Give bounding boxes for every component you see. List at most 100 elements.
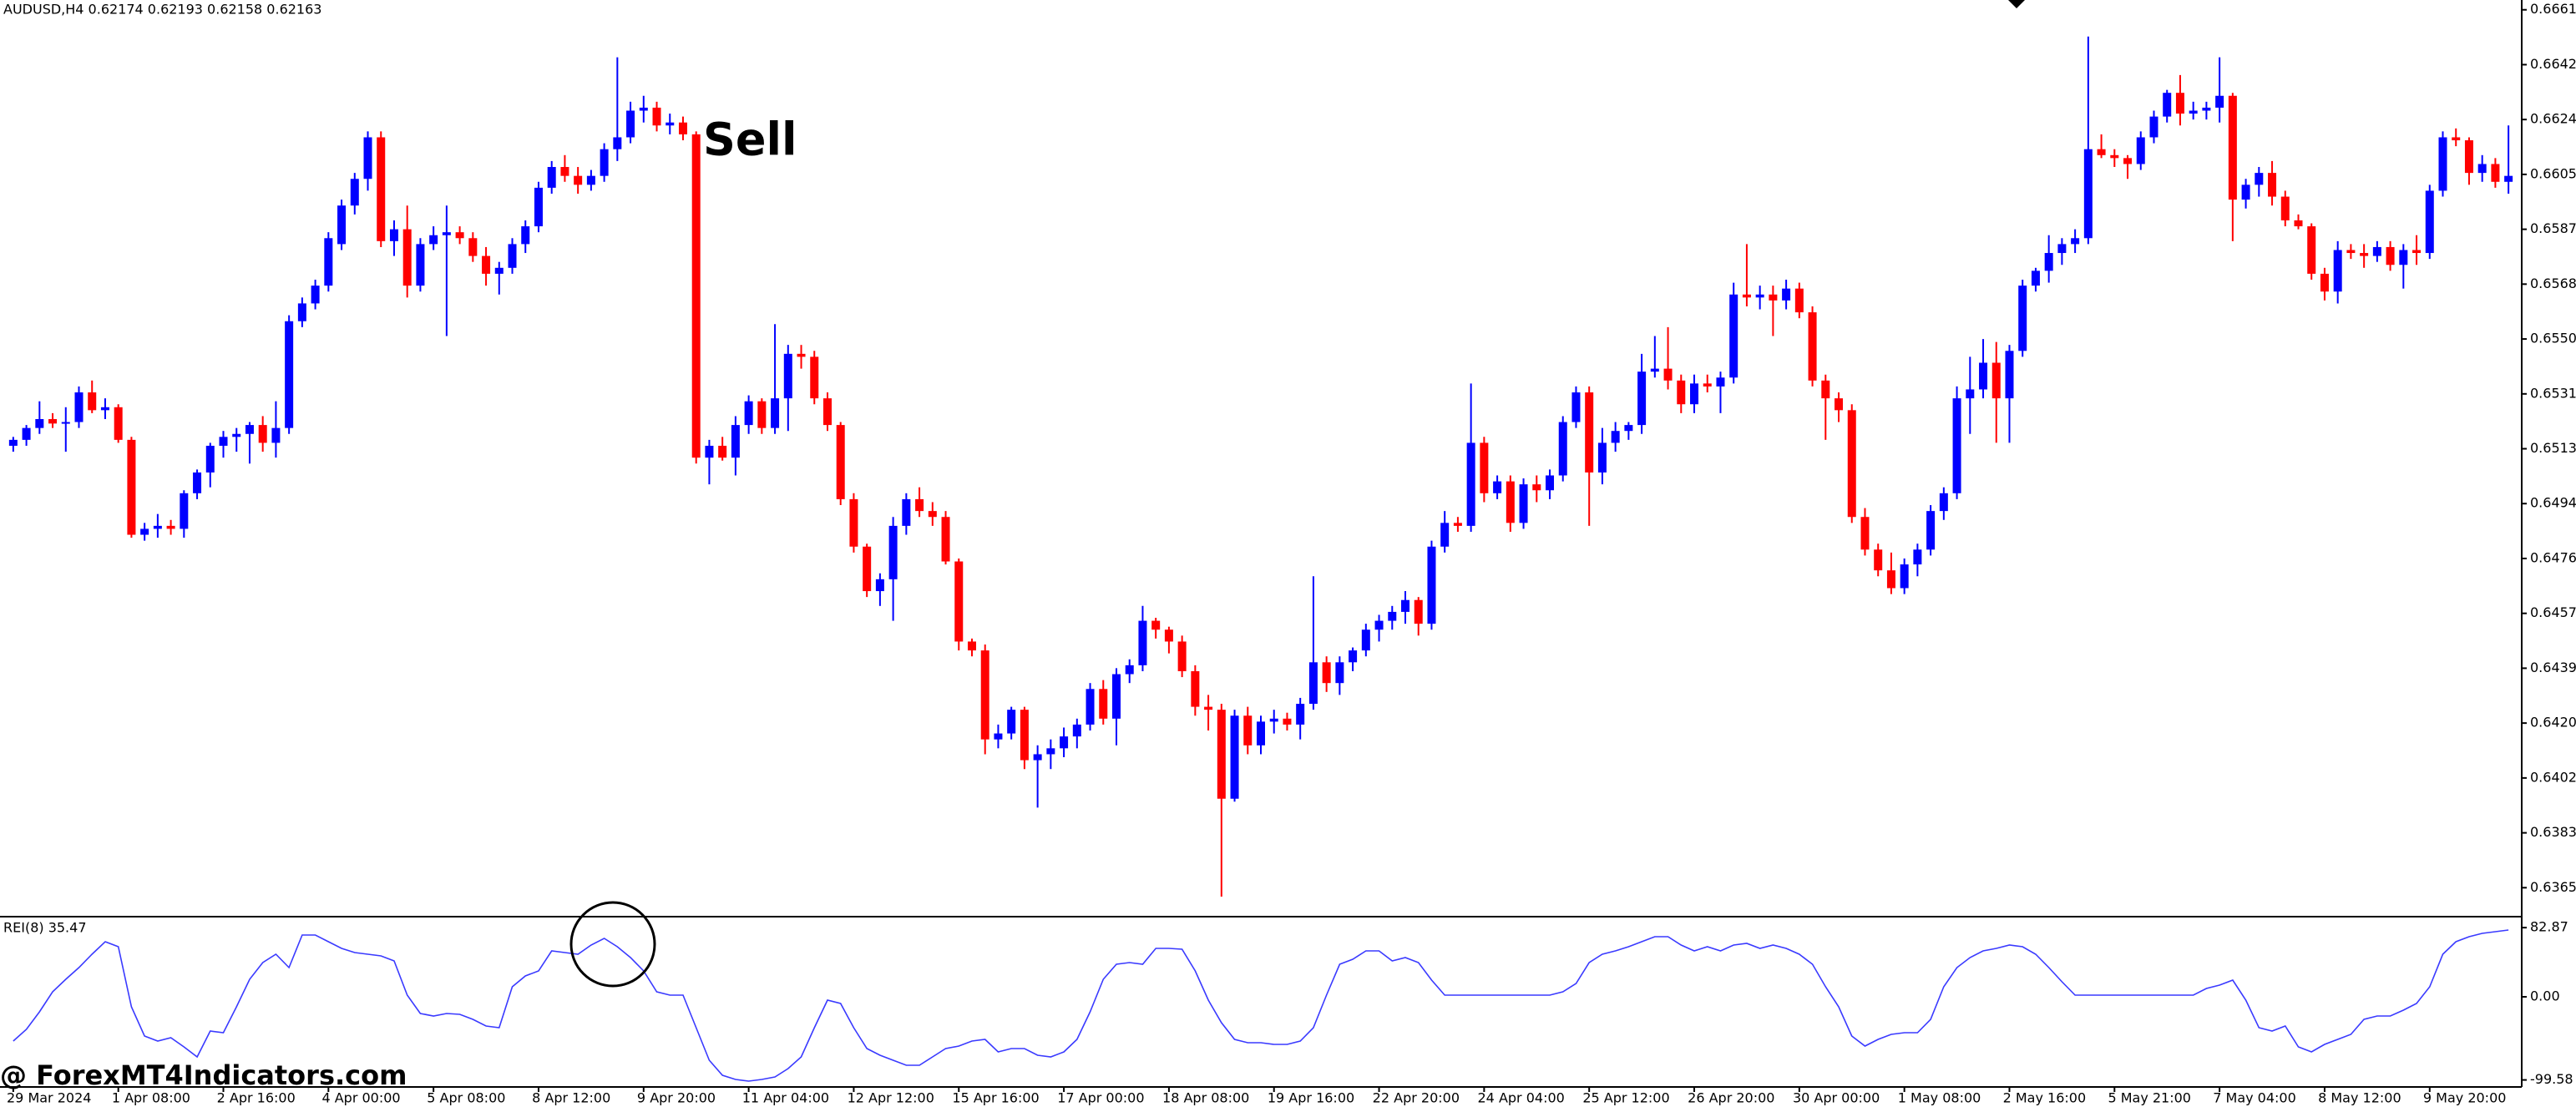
candle-body [1111,674,1121,719]
candle-body [1886,570,1895,589]
candle-body [1466,442,1475,526]
candle-body [1663,368,1673,381]
candle-body [1151,620,1161,630]
candle-body [442,232,451,235]
candle-body [311,286,320,304]
candle-body [1860,517,1870,550]
candle-body [1546,475,1555,491]
candle-body [100,407,109,411]
candle-body [600,149,609,176]
candle-body [153,525,162,529]
x-tick-label: 2 May 16:00 [2003,1090,2087,1106]
x-tick-label: 1 May 08:00 [1898,1090,1981,1106]
candle-body [1283,718,1292,725]
candle-body [2360,253,2369,256]
candle-body [1257,721,1265,746]
candle-body [1782,288,1791,301]
x-tick-label: 12 Apr 12:00 [848,1090,934,1106]
y-tick-label: 0.65685 [2530,275,2576,291]
candle-body [822,398,832,426]
candle-body [1558,422,1567,476]
candle-body [1440,523,1450,547]
candle-body [1388,611,1397,621]
x-tick-label: 8 Apr 12:00 [532,1090,610,1106]
candle-body [508,244,517,268]
candle-body [2386,246,2395,265]
candle-body [2163,93,2172,117]
y-tick-label: 0.63650 [2530,879,2576,895]
candle-body [1072,724,1081,737]
candle-body [429,235,438,245]
candle-body [2071,238,2080,245]
candle-body [1322,662,1331,684]
candle-body [1414,599,1423,624]
candle-body [1742,294,1751,298]
candle-body [915,498,924,512]
candle-body [2504,175,2513,182]
candle-body [2307,226,2316,274]
candle-body [2372,246,2381,256]
candle-body [127,439,136,535]
candle-body [1374,620,1384,630]
candle-body [455,232,464,239]
candle-body [1952,398,1961,493]
candle-body [1427,546,1436,624]
candle-body [2149,116,2158,138]
candle-body [1637,372,1647,426]
y-tick-label: 0.64945 [2530,495,2576,511]
candle-body [863,546,872,592]
candle-body [1177,641,1187,671]
highlight-circle [569,901,656,988]
candle-body [1007,710,1016,734]
x-tick-label: 29 Mar 2024 [7,1090,91,1106]
candle-body [1401,599,1410,612]
candle-body [324,238,333,286]
candle-body [285,321,294,428]
candle-body [193,472,202,493]
candle-body [2228,95,2237,200]
candle-body [1020,710,1029,761]
x-tick-label: 25 Apr 12:00 [1582,1090,1669,1106]
x-tick-label: 26 Apr 20:00 [1688,1090,1774,1106]
candle-body [1835,398,1844,411]
candle-body [1230,715,1239,799]
candle-body [534,187,543,227]
candle-body [2083,149,2093,239]
candle-body [2005,351,2014,399]
candle-body [2333,250,2342,292]
candle-body [1086,689,1095,725]
candle-body [1296,704,1305,725]
candle-body [757,401,767,428]
candle-body [1532,484,1541,491]
candle-body [731,425,740,458]
candle-body [2097,149,2106,155]
candle-body [560,167,569,176]
candle-body [1138,620,1147,665]
candle-body [1913,549,1922,565]
candle-body [2477,164,2487,174]
candle-body [691,134,701,458]
candle-body [166,525,175,529]
candle-body [140,528,149,535]
candle-body [613,137,622,149]
x-tick-label: 5 May 21:00 [2108,1090,2191,1106]
candle-body [2189,110,2198,114]
candle-body [1571,392,1581,422]
candle-body [888,525,898,579]
candle-body [2175,93,2184,114]
x-tick-label: 2 Apr 16:00 [217,1090,296,1106]
candle-body [574,175,583,185]
x-tick-label: 22 Apr 20:00 [1373,1090,1460,1106]
candle-body [363,137,372,179]
candle-body [2202,107,2211,111]
candle-body [88,392,97,411]
y-tick-label: 0.64205 [2530,715,2576,730]
candle-body [994,733,1003,740]
candle-body [810,356,819,399]
candle-body [337,205,347,245]
candle-body [1204,706,1213,710]
